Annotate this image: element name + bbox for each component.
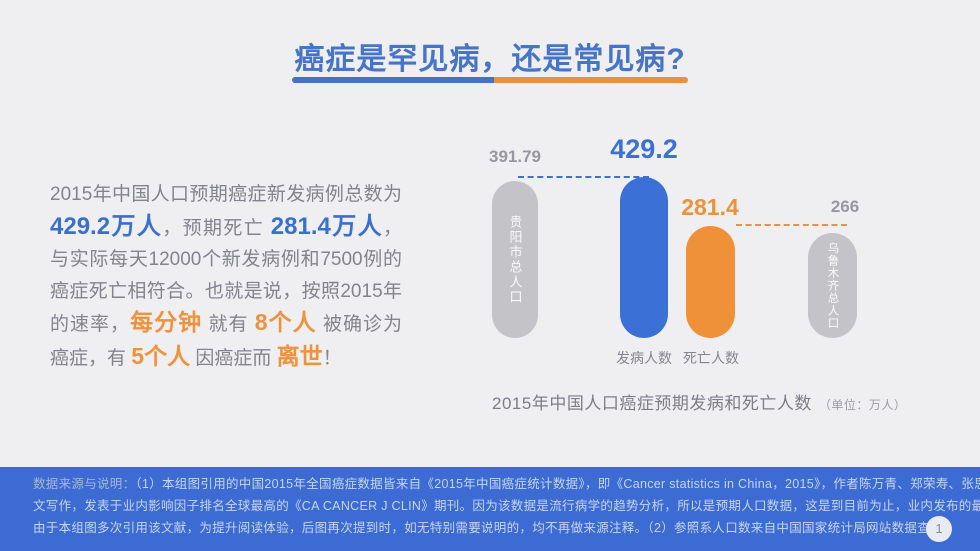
intro-text: ，预期死亡: [162, 217, 271, 239]
chart-caption-text: 2015年中国人口癌症预期发病和死亡人数: [492, 394, 812, 413]
bar-inner-label: 乌鲁木齐总人口: [826, 241, 839, 330]
intro-highlight-deaths: 281.4万人: [270, 212, 383, 240]
dashed-reference-line-blue: [518, 176, 649, 178]
intro-text: 2015年中国人口预期癌症新发病例总数为: [50, 184, 402, 205]
page-number-badge: 1: [926, 516, 952, 542]
intro-highlight-incidence: 429.2万人: [50, 212, 163, 240]
bar-death-count: [686, 226, 735, 338]
bar-urumqi-population: 乌鲁木齐总人口: [808, 233, 857, 338]
intro-text: 被确诊为癌症，有: [50, 314, 402, 369]
intro-text: 因癌症而: [190, 347, 277, 369]
dashed-reference-line-orange: [736, 224, 847, 226]
intro-text: 就有: [202, 314, 255, 335]
footer-source-label: 数据来源与说明：: [33, 477, 136, 491]
bar-value-deaths: 281.4: [681, 194, 739, 220]
intro-highlight-five-people: 5个人: [131, 342, 191, 369]
bar-value-incidence: 429.2: [610, 134, 678, 164]
footer-line-1-text: （1）本组图引用的中国2015年全国癌症数据皆来自《2015年中国癌症统计数据》…: [135, 477, 980, 491]
footer-line-1: 数据来源与说明：（1）本组图引用的中国2015年全国癌症数据皆来自《2015年中…: [33, 473, 980, 495]
page-title: 癌症是罕见病，还是常见病?: [294, 43, 686, 76]
intro-highlight-eight-people: 8个人: [254, 309, 317, 335]
intro-highlight-per-minute: 每分钟: [130, 309, 203, 335]
bar-inner-label: 贵阳市总人口: [507, 214, 523, 305]
bar-value-guiyang: 391.79: [489, 147, 541, 166]
chart-caption-unit: （单位：万人）: [818, 398, 907, 412]
intro-text: ！: [322, 347, 342, 369]
title-underline-accent: [292, 77, 688, 83]
chart-caption: 2015年中国人口癌症预期发病和死亡人数 （单位：万人）: [492, 389, 932, 414]
bar-incidence-count: [620, 177, 668, 338]
x-axis-label-deaths: 死亡人数: [683, 350, 739, 366]
bar-value-urumqi: 266: [830, 197, 860, 216]
intro-highlight-pass-away: 离世: [276, 342, 323, 369]
footer-source-notes: 数据来源与说明：（1）本组图引用的中国2015年全国癌症数据皆来自《2015年中…: [0, 467, 980, 551]
intro-paragraph: 2015年中国人口预期癌症新发病例总数为 429.2万人，预期死亡 281.4万人…: [50, 179, 402, 374]
bar-guiyang-population: 贵阳市总人口: [492, 181, 538, 338]
intro-text: ，与实际每天12000个新发病例和7500例的癌症死亡相符合。也就是说，按照20…: [50, 217, 402, 336]
footer-line-3: 由于本组图多次引用该文献，为提升阅读体验，后图再次提到时，如无特别需要说明的，均…: [33, 521, 956, 535]
footer-line-2: 文写作，发表于业内影响因子排名全球最高的《CA CANCER J CLIN》期刊…: [33, 499, 980, 513]
x-axis-label-incidence: 发病人数: [616, 350, 672, 366]
